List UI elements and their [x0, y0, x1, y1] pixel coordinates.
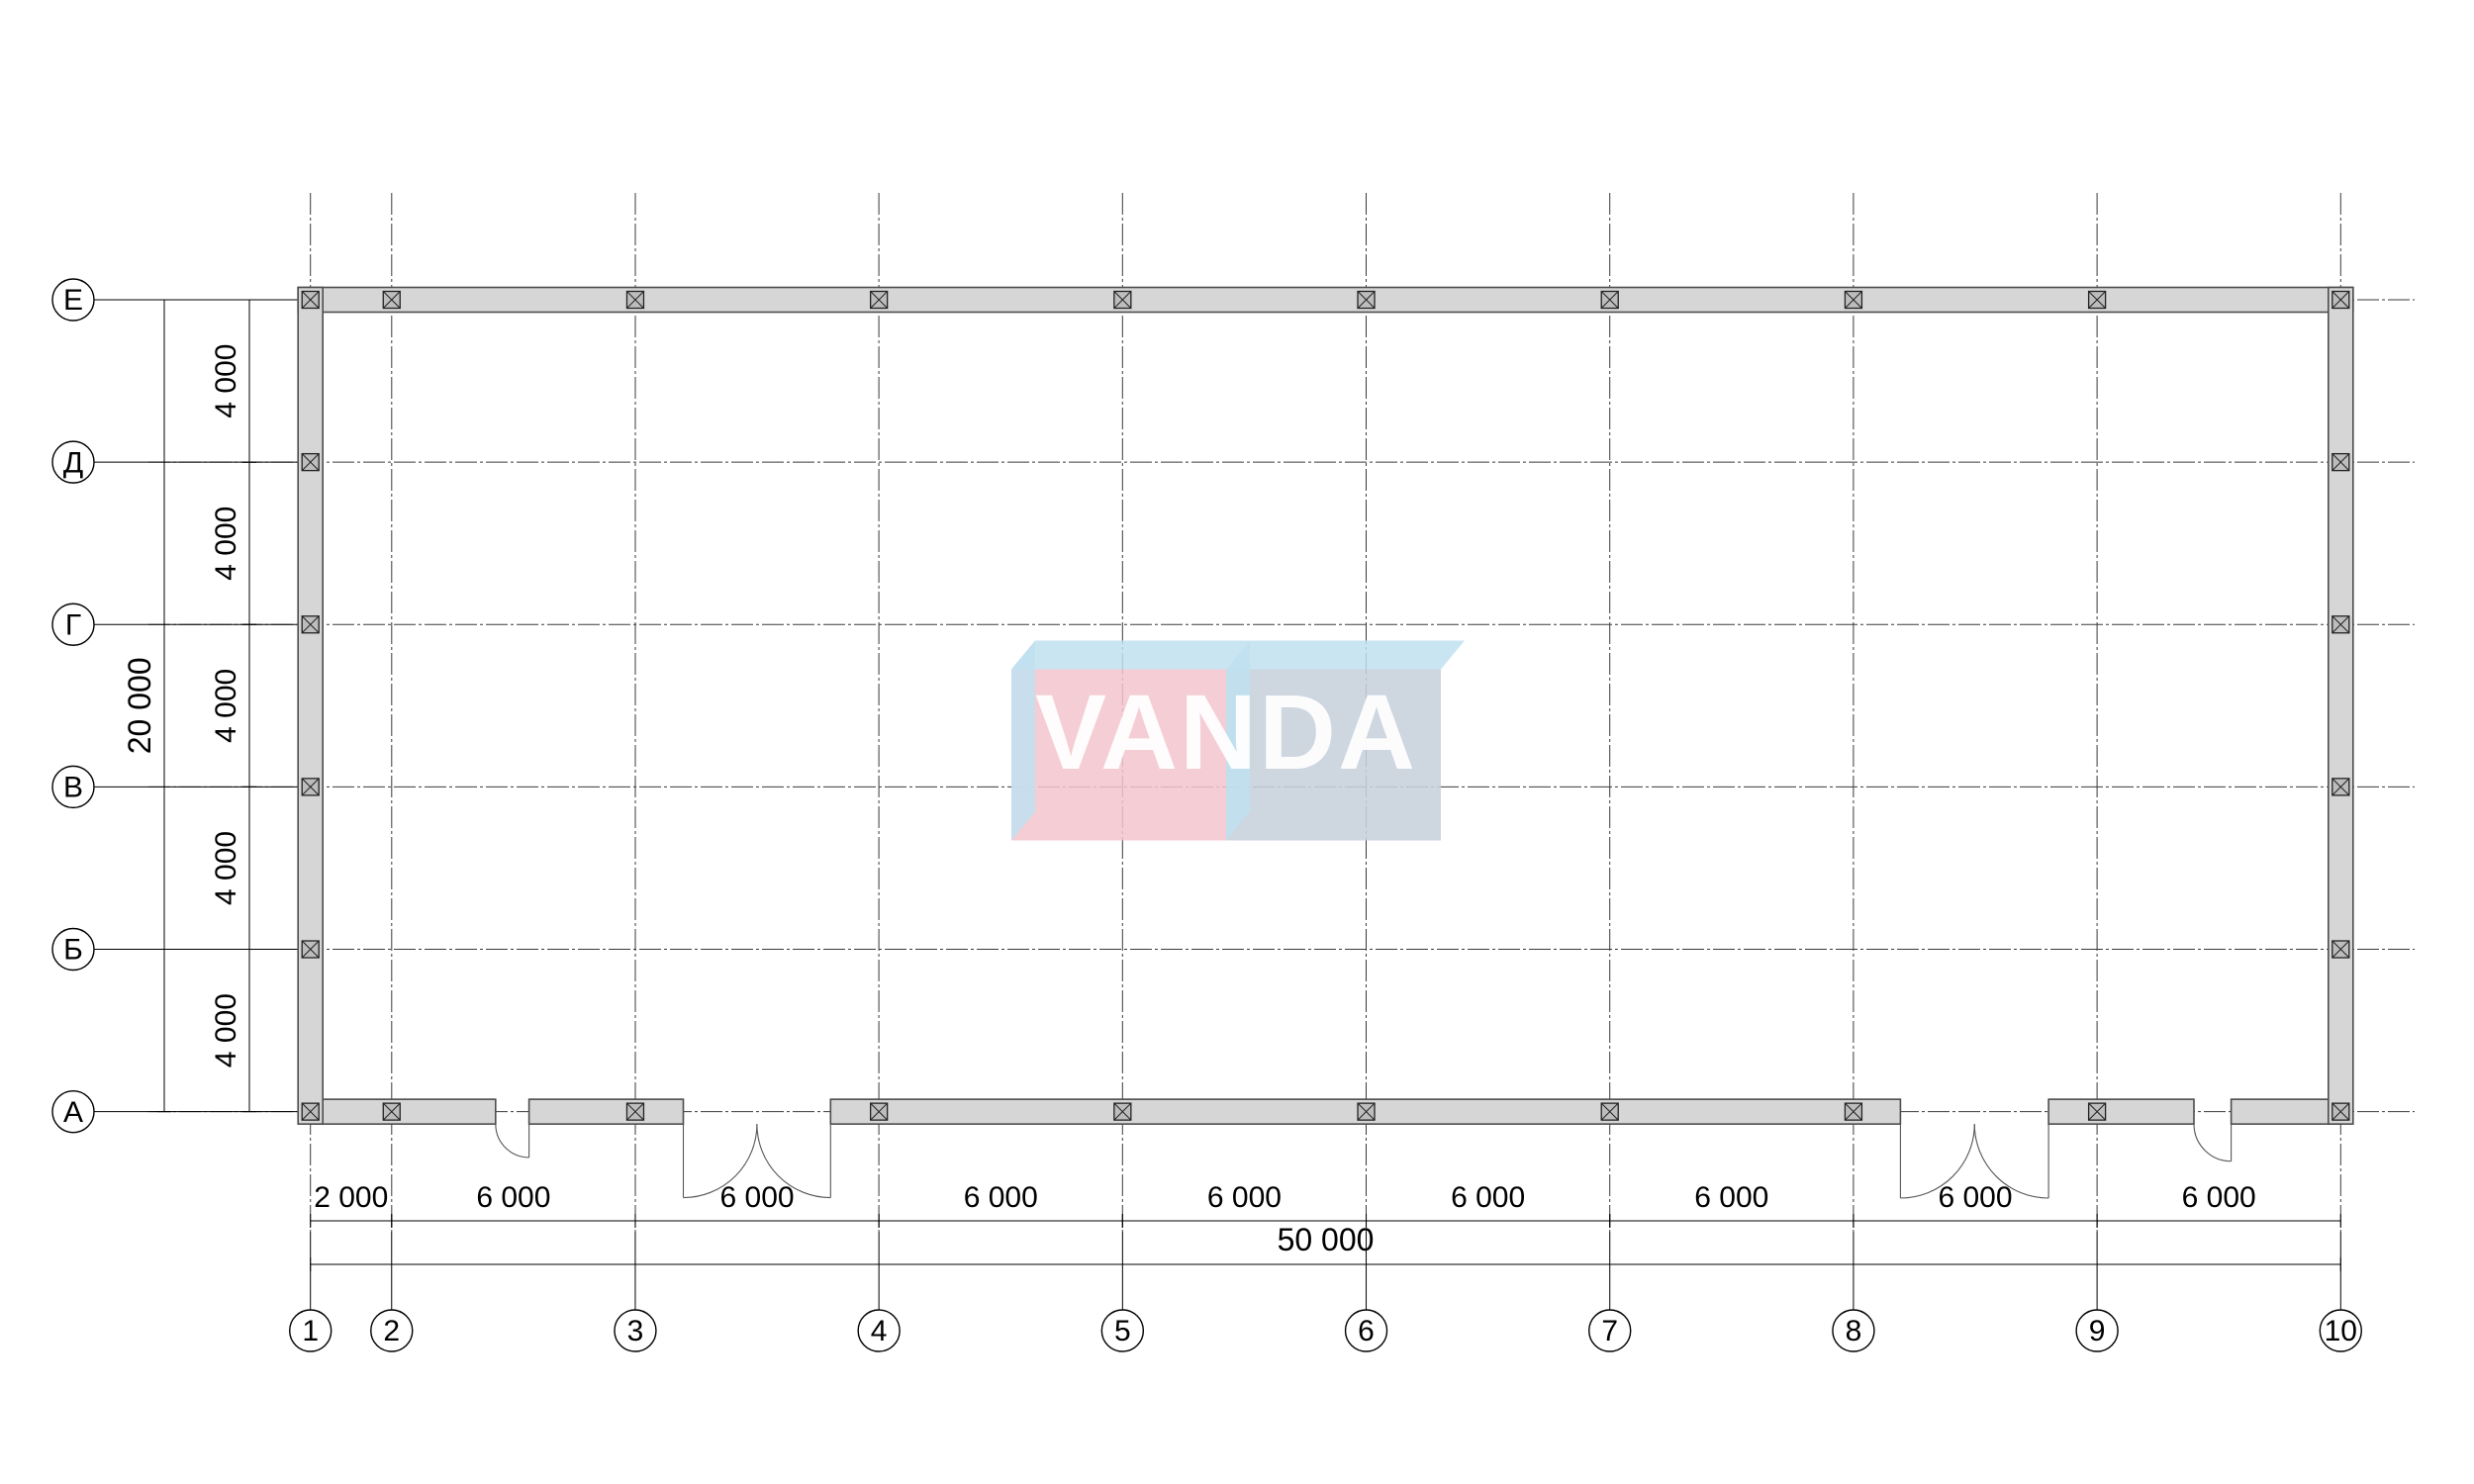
svg-text:Б: Б — [63, 934, 83, 967]
svg-text:2 000: 2 000 — [314, 1181, 388, 1214]
svg-text:Д: Д — [63, 446, 83, 479]
svg-text:4: 4 — [871, 1315, 888, 1347]
svg-text:А: А — [63, 1096, 83, 1129]
svg-text:Г: Г — [65, 608, 81, 641]
svg-text:1: 1 — [302, 1315, 319, 1347]
svg-text:6 000: 6 000 — [1694, 1181, 1768, 1214]
svg-text:10: 10 — [2325, 1315, 2357, 1347]
svg-text:4 000: 4 000 — [210, 344, 242, 418]
svg-text:4 000: 4 000 — [210, 993, 242, 1067]
svg-text:8: 8 — [1846, 1315, 1862, 1347]
svg-text:2: 2 — [383, 1315, 400, 1347]
svg-text:3: 3 — [627, 1315, 644, 1347]
svg-text:20 000: 20 000 — [122, 657, 157, 754]
svg-text:7: 7 — [1601, 1315, 1618, 1347]
svg-text:4 000: 4 000 — [210, 669, 242, 743]
svg-text:4 000: 4 000 — [210, 507, 242, 581]
svg-text:6 000: 6 000 — [1207, 1181, 1282, 1214]
svg-text:9: 9 — [2089, 1315, 2106, 1347]
svg-text:4 000: 4 000 — [210, 831, 242, 905]
svg-text:6 000: 6 000 — [2182, 1181, 2256, 1214]
svg-text:6 000: 6 000 — [476, 1181, 550, 1214]
svg-text:Е: Е — [63, 284, 83, 317]
svg-text:5: 5 — [1114, 1315, 1131, 1347]
svg-text:VANDA: VANDA — [1035, 672, 1417, 791]
svg-text:6 000: 6 000 — [1451, 1181, 1525, 1214]
svg-text:6 000: 6 000 — [964, 1181, 1038, 1214]
svg-text:6: 6 — [1358, 1315, 1375, 1347]
svg-text:В: В — [63, 772, 83, 804]
svg-text:50 000: 50 000 — [1278, 1222, 1375, 1257]
svg-text:6 000: 6 000 — [1938, 1181, 2012, 1214]
svg-text:6 000: 6 000 — [720, 1181, 795, 1214]
